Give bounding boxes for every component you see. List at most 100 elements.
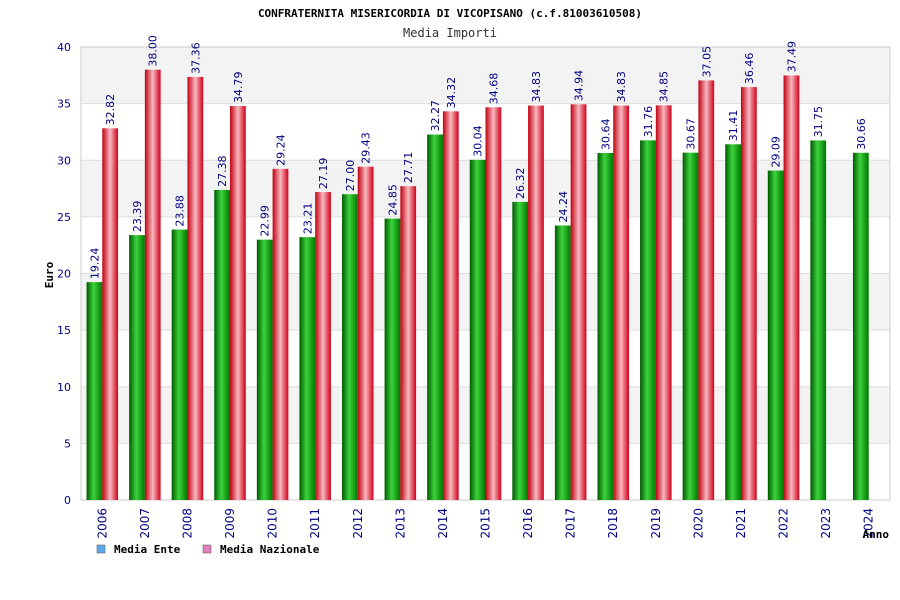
- bar-media-nazionale-2008: [187, 76, 204, 500]
- data-label-media-nazionale-2011: 27.19: [317, 158, 330, 190]
- bar-media-ente-2019: [640, 140, 656, 500]
- data-label-media-ente-2013: 24.85: [386, 184, 399, 216]
- x-tick-label-2021: 2021: [734, 508, 748, 539]
- data-label-media-ente-2023: 31.75: [812, 106, 825, 138]
- data-label-media-nazionale-2020: 37.05: [700, 46, 713, 78]
- bars: [86, 69, 869, 501]
- x-tick-label-2006: 2006: [95, 508, 109, 539]
- data-label-media-nazionale-2007: 38.00: [147, 35, 160, 67]
- x-tick-label-2013: 2013: [393, 508, 407, 539]
- bar-media-ente-2012: [342, 194, 358, 500]
- bar-media-nazionale-2006: [102, 128, 119, 500]
- x-tick-label-2012: 2012: [351, 508, 365, 539]
- data-label-media-ente-2011: 23.21: [301, 203, 314, 235]
- x-tick-label-2014: 2014: [436, 508, 450, 539]
- data-label-media-nazionale-2019: 34.85: [658, 71, 671, 103]
- x-axis-ticks: 2006 2007 2008 2009 2010 2011 2012 2013 2014 2015…: [95, 508, 875, 539]
- legend: Media Ente Media Nazionale: [96, 543, 320, 556]
- y-tick-label: 15: [57, 324, 71, 337]
- bar-media-ente-2021: [725, 144, 741, 501]
- bar-media-ente-2017: [554, 225, 571, 500]
- bar-media-nazionale-2020: [698, 80, 715, 500]
- bar-media-ente-2023: [810, 140, 827, 500]
- y-tick-label: 20: [57, 268, 71, 281]
- data-label-media-ente-2006: 19.24: [88, 248, 101, 280]
- data-label-media-ente-2020: 30.67: [685, 118, 698, 150]
- bar-media-ente-2018: [597, 153, 614, 500]
- data-label-media-ente-2022: 29.09: [770, 136, 783, 168]
- data-label-media-ente-2019: 31.76: [642, 106, 655, 138]
- chart-title: CONFRATERNITA MISERICORDIA DI VICOPISANO…: [258, 7, 642, 20]
- x-tick-label-2018: 2018: [606, 508, 620, 539]
- bar-media-ente-2020: [682, 152, 699, 501]
- data-label-media-nazionale-2006: 32.82: [104, 94, 117, 126]
- data-label-media-ente-2024: 30.66: [855, 118, 868, 150]
- y-tick-label: 40: [57, 41, 71, 54]
- data-label-media-ente-2009: 27.38: [216, 155, 229, 187]
- bar-media-ente-2007: [129, 235, 145, 500]
- bar-media-ente-2006: [86, 282, 103, 500]
- x-tick-label-2007: 2007: [138, 508, 152, 539]
- data-label-media-ente-2010: 22.99: [259, 205, 272, 237]
- y-axis-label: Euro: [43, 261, 56, 288]
- data-label-media-nazionale-2013: 27.71: [402, 152, 415, 184]
- bar-media-nazionale-2021: [740, 87, 757, 500]
- x-tick-label-2020: 2020: [691, 508, 705, 539]
- chart-subtitle: Media Importi: [403, 26, 497, 40]
- data-label-media-ente-2007: 23.39: [131, 201, 144, 233]
- x-tick-label-2009: 2009: [223, 508, 237, 539]
- y-tick-label: 0: [64, 494, 71, 507]
- data-labels: 19.24 32.82 23.39 38.00 23.88 37.36 27.38 34.79…: [88, 35, 867, 279]
- legend-swatch-media-ente: [96, 544, 106, 554]
- bar-media-nazionale-2018: [613, 105, 629, 501]
- x-tick-label-2023: 2023: [819, 508, 833, 539]
- x-tick-label-2011: 2011: [308, 508, 322, 539]
- x-tick-label-2017: 2017: [564, 508, 578, 539]
- bar-media-ente-2014: [427, 134, 443, 501]
- bar-media-nazionale-2019: [655, 105, 672, 500]
- data-label-media-ente-2016: 26.32: [514, 167, 527, 199]
- bar-media-ente-2022: [767, 170, 784, 500]
- data-label-media-ente-2017: 24.24: [557, 191, 570, 223]
- data-label-media-ente-2021: 31.41: [727, 110, 740, 142]
- y-tick-label: 5: [64, 437, 71, 450]
- data-label-media-ente-2008: 23.88: [174, 195, 187, 227]
- data-label-media-ente-2015: 30.04: [472, 125, 485, 157]
- data-label-media-nazionale-2021: 36.46: [743, 53, 756, 85]
- y-axis-ticks: 0 5 10 15 20 25 30 35 40: [57, 41, 71, 507]
- y-tick-label: 25: [57, 211, 71, 224]
- bar-media-nazionale-2007: [144, 69, 161, 501]
- bar-media-ente-2016: [512, 201, 529, 500]
- bar-media-nazionale-2015: [485, 107, 502, 501]
- legend-swatch-media-nazionale: [202, 544, 212, 554]
- data-label-media-nazionale-2018: 34.83: [615, 71, 628, 103]
- bar-media-ente-2008: [171, 229, 188, 500]
- bar-media-nazionale-2014: [442, 111, 459, 501]
- x-tick-label-2015: 2015: [479, 508, 493, 539]
- bar-media-nazionale-2010: [272, 168, 289, 500]
- y-tick-label: 30: [57, 154, 71, 167]
- data-label-media-nazionale-2017: 34.94: [573, 70, 586, 102]
- data-label-media-ente-2014: 32.27: [429, 100, 442, 132]
- x-tick-label-2024: 2024: [862, 508, 876, 539]
- bar-media-ente-2009: [214, 189, 231, 500]
- x-tick-label-2010: 2010: [266, 508, 280, 539]
- y-tick-label: 35: [57, 98, 71, 111]
- bar-media-nazionale-2012: [357, 166, 374, 500]
- data-label-media-nazionale-2016: 34.83: [530, 71, 543, 103]
- data-label-media-ente-2018: 30.64: [599, 119, 612, 151]
- bar-media-nazionale-2016: [528, 105, 544, 501]
- data-label-media-nazionale-2015: 34.68: [487, 73, 500, 104]
- legend-label-media-nazionale: Media Nazionale: [220, 543, 320, 556]
- data-label-media-nazionale-2008: 37.36: [189, 42, 202, 74]
- data-label-media-nazionale-2022: 37.49: [785, 41, 798, 73]
- x-tick-label-2019: 2019: [649, 508, 663, 539]
- legend-label-media-ente: Media Ente: [114, 543, 181, 556]
- data-label-media-nazionale-2010: 29.24: [274, 134, 287, 166]
- data-label-media-nazionale-2009: 34.79: [232, 72, 245, 104]
- bar-media-ente-2015: [469, 159, 486, 500]
- x-axis-label: Anno: [863, 528, 890, 541]
- x-tick-label-2022: 2022: [777, 508, 791, 539]
- bar-media-ente-2013: [384, 218, 401, 501]
